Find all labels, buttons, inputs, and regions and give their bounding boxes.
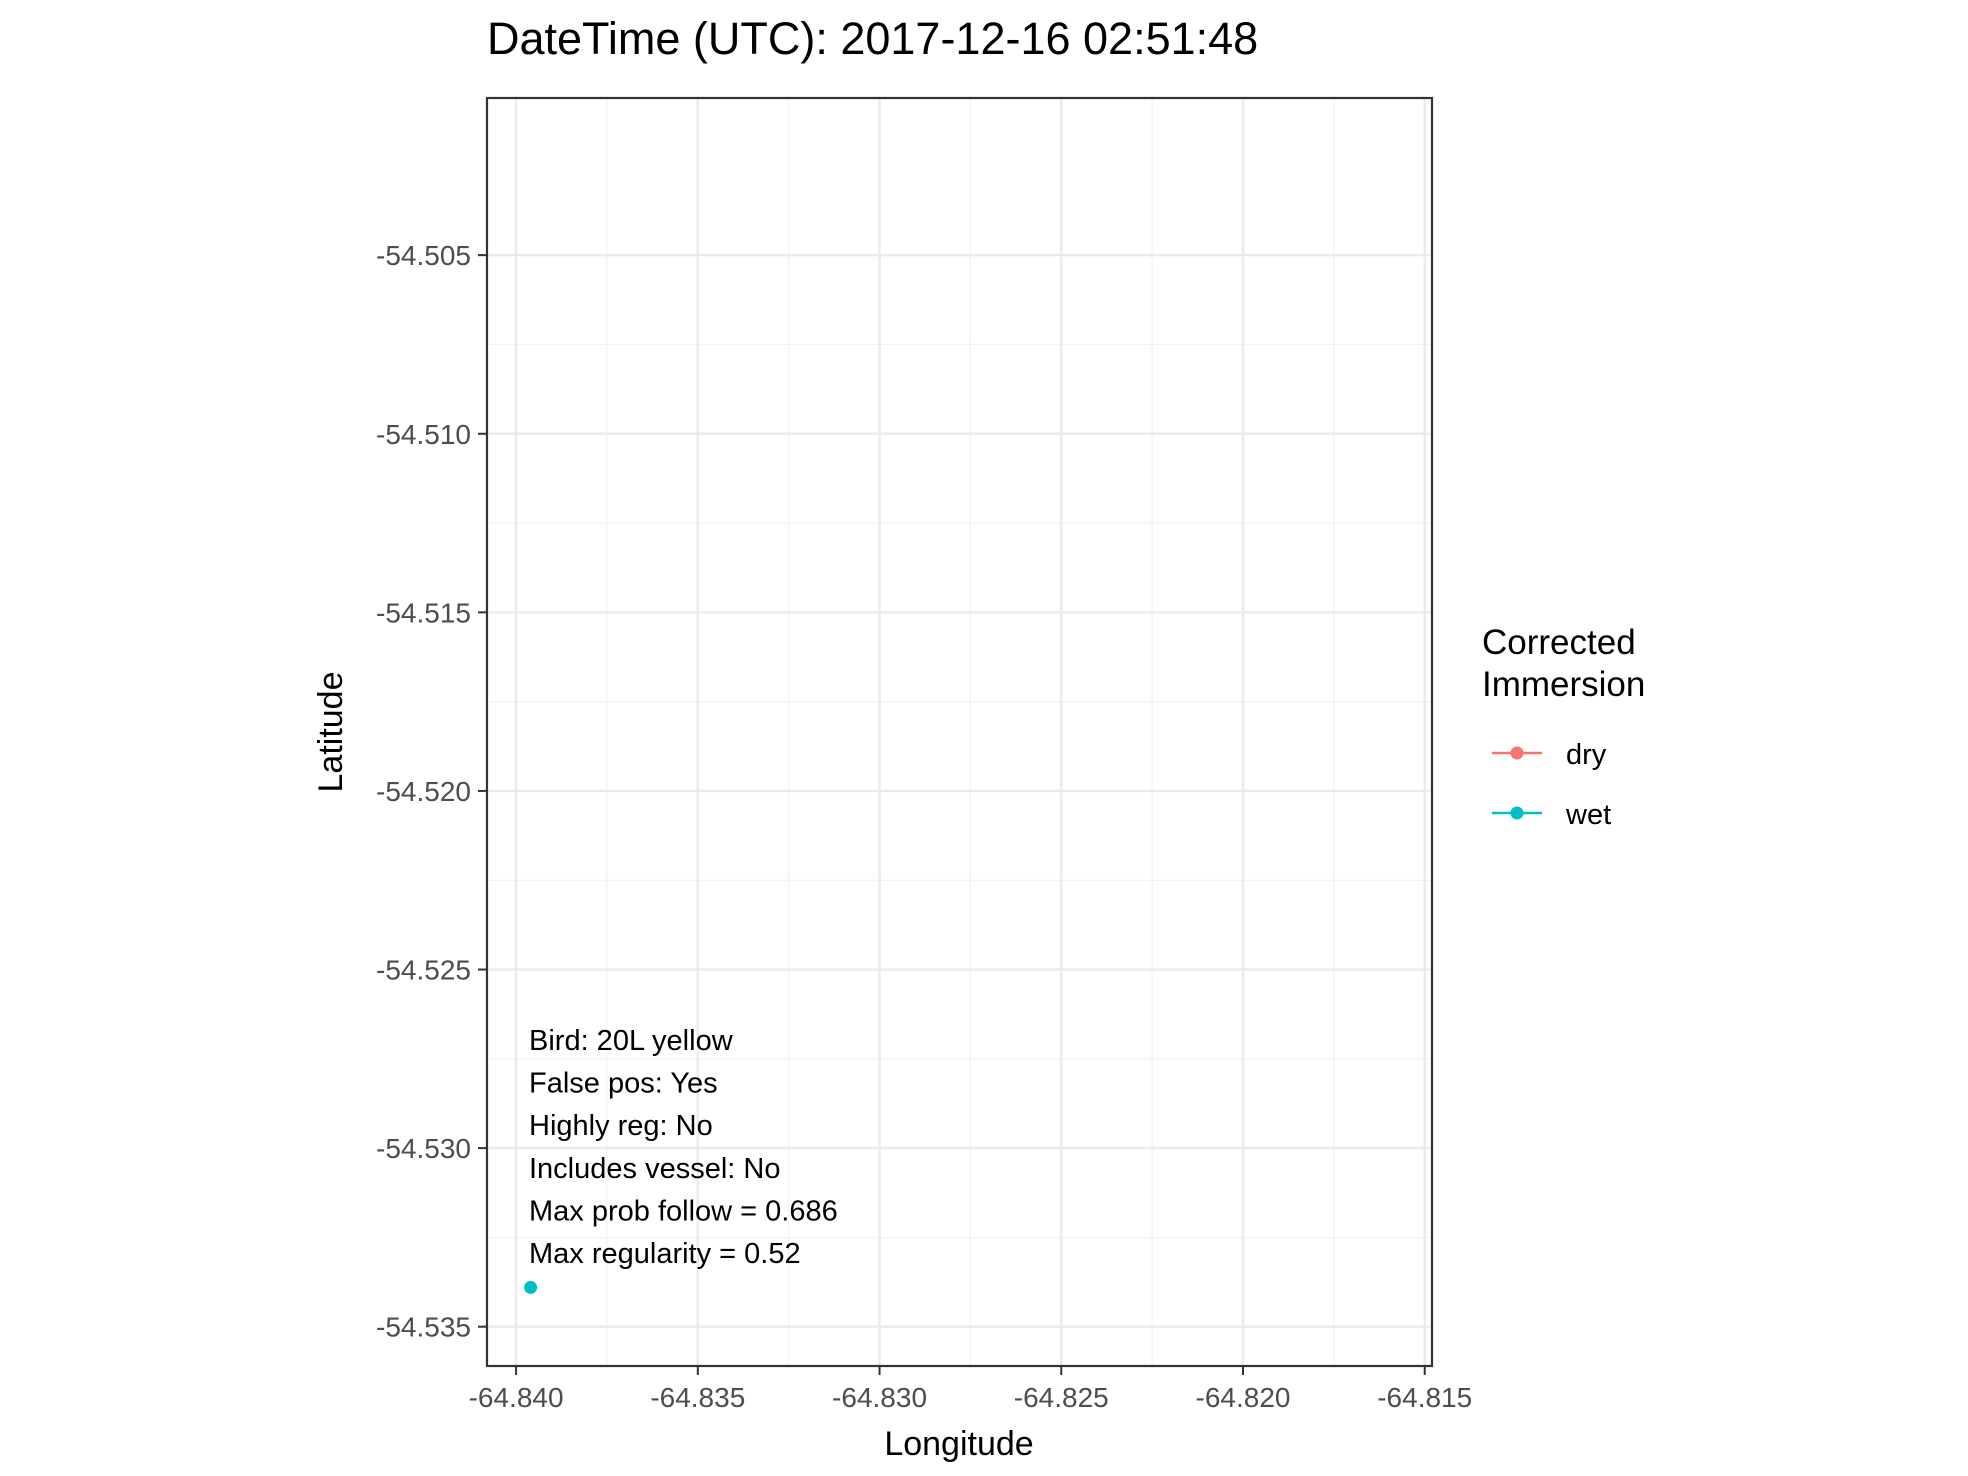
y-axis-title: Latitude [312, 672, 350, 793]
legend-key-point-dry [1510, 746, 1524, 760]
x-tick-label-4: -64.820 [1196, 1382, 1291, 1413]
y-tick-label-2: -54.515 [376, 597, 471, 628]
chart-title: DateTime (UTC): 2017-12-16 02:51:48 [487, 13, 1258, 64]
x-tick-label-3: -64.825 [1014, 1382, 1109, 1413]
plot-panel-border [485, 96, 1434, 1368]
x-tick-label-5: -64.815 [1377, 1382, 1472, 1413]
data-point-0 [524, 1280, 538, 1294]
legend-title-line-1: Corrected [1482, 623, 1636, 662]
x-axis-title: Longitude [884, 1425, 1033, 1463]
gridlines [487, 98, 1432, 1366]
data-points [524, 1280, 538, 1294]
x-tick-label-2: -64.830 [832, 1382, 927, 1413]
legend: Corrected Immersion dry wet [1482, 623, 1645, 831]
x-tick-label-0: -64.840 [469, 1382, 564, 1413]
annotation-line-0: Bird: 20L yellow [529, 1025, 734, 1057]
annotation-line-5: Max regularity = 0.52 [529, 1238, 801, 1270]
y-tick-label-1: -54.510 [376, 419, 471, 450]
x-axis-ticks: -64.840 -64.835 -64.830 -64.825 -64.820 -64.8… [469, 1366, 1472, 1413]
info-annotation: Bird: 20L yellow False pos: Yes Highly reg… [529, 1025, 838, 1270]
legend-key-point-wet [1510, 806, 1524, 820]
y-axis-ticks: -54.505 -54.510 -54.515 -54.520 -54.525 -54.5… [376, 240, 487, 1343]
y-tick-label-0: -54.505 [376, 240, 471, 271]
legend-title-line-2: Immersion [1482, 665, 1645, 704]
annotation-line-4: Max prob follow = 0.686 [529, 1195, 838, 1227]
y-tick-label-3: -54.520 [376, 776, 471, 807]
y-tick-label-6: -54.535 [376, 1312, 471, 1343]
legend-label-dry: dry [1566, 739, 1607, 771]
annotation-line-2: Highly reg: No [529, 1110, 713, 1142]
legend-entries: dry wet [1492, 739, 1611, 831]
plot-panel-background [487, 98, 1432, 1366]
annotation-line-3: Includes vessel: No [529, 1153, 780, 1185]
y-tick-label-4: -54.525 [376, 955, 471, 986]
annotation-line-1: False pos: Yes [529, 1068, 718, 1100]
x-tick-label-1: -64.835 [650, 1382, 745, 1413]
legend-label-wet: wet [1565, 799, 1611, 831]
y-tick-label-5: -54.530 [376, 1133, 471, 1164]
